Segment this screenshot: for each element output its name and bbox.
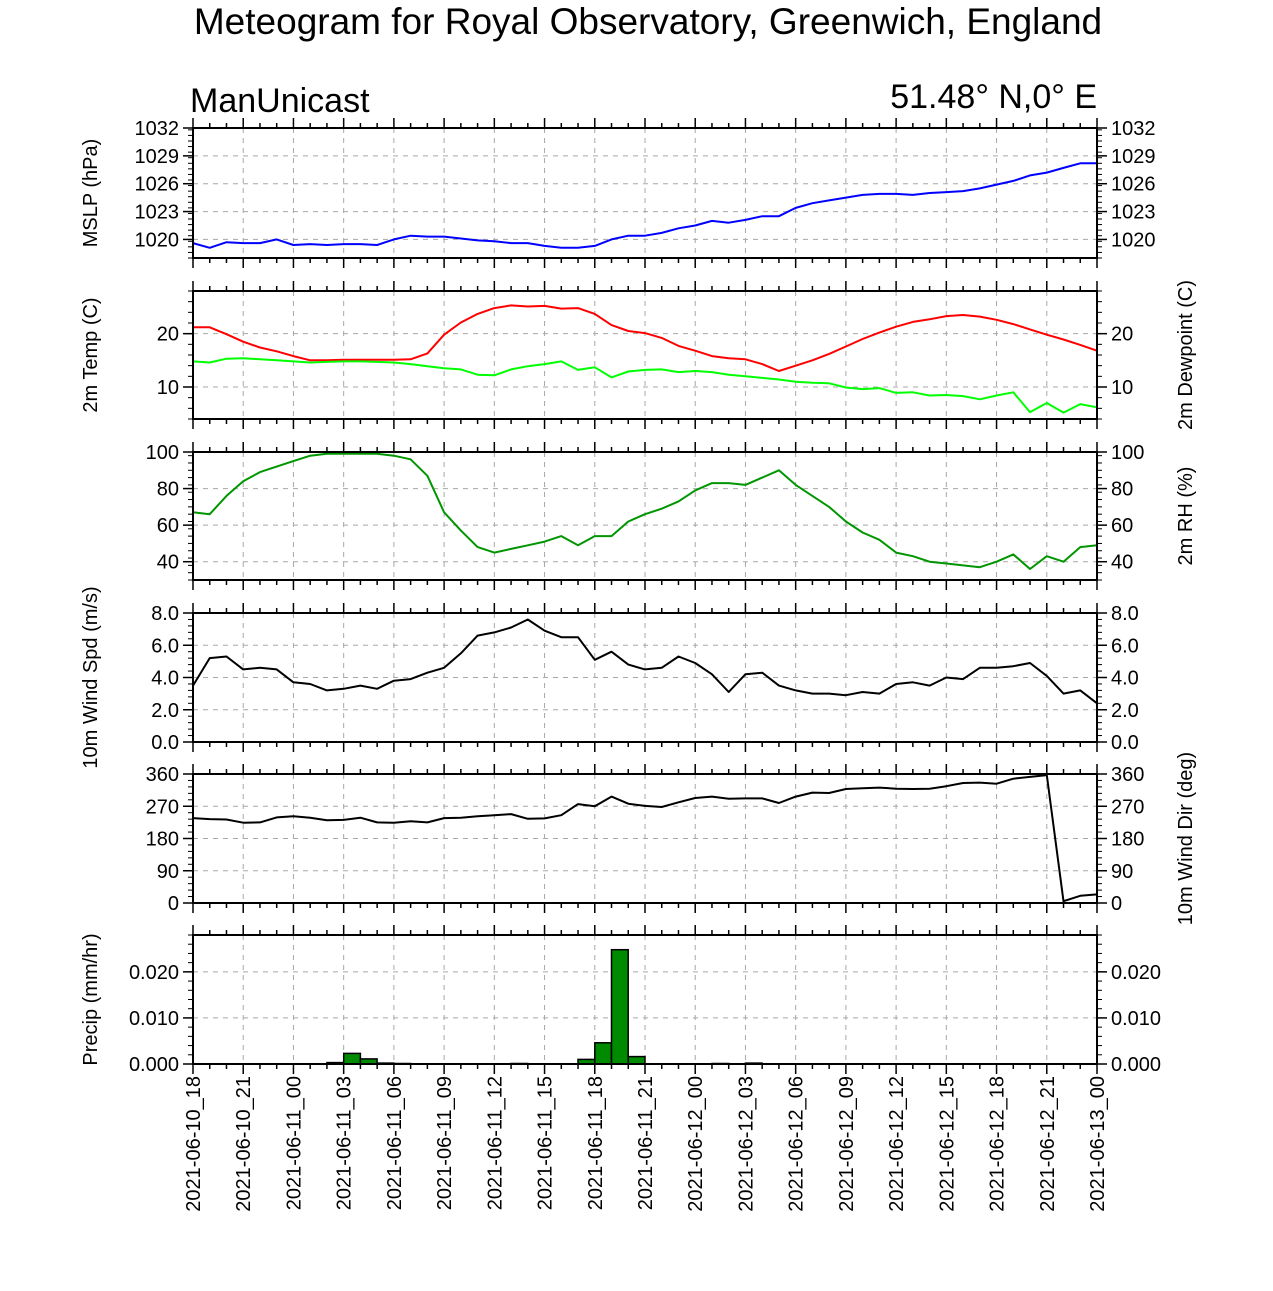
series-line-wind [192, 618, 1098, 705]
y-tick-label: 80 [157, 479, 179, 501]
y-tick-label-right: 60 [1111, 515, 1133, 537]
x-tick-label: 2021-06-13_00 [1087, 1076, 1109, 1212]
model-label: ManUnicast [190, 82, 370, 120]
panel-3: 0.0 0.0 2.0 2.0 4.0 4.0 6.0 6.0 8.0 8.0 10m Wind S… [80, 586, 1139, 768]
y-axis-label-right: 2m Dewpoint (C) [1175, 280, 1197, 430]
x-tick-label: 2021-06-12_06 [786, 1076, 808, 1212]
y-tick-label: 180 [146, 829, 179, 851]
y-tick-label: 20 [157, 324, 179, 346]
x-axis: 2021-06-10_18 2021-06-10_21 2021-06-11_00 2… [183, 1076, 1109, 1212]
y-tick-label-right: 1023 [1111, 202, 1156, 224]
y-tick-label-right: 360 [1111, 764, 1144, 786]
y-tick-label: 1023 [135, 202, 180, 224]
y-tick-label-right: 90 [1111, 861, 1133, 883]
x-tick-label: 2021-06-11_15 [535, 1076, 557, 1210]
y-tick-label: 4.0 [151, 668, 179, 690]
y-tick-label: 0.0 [151, 732, 179, 754]
y-tick-label: 90 [157, 861, 179, 883]
y-tick-label-right: 20 [1111, 324, 1133, 346]
x-tick-label: 2021-06-12_21 [1037, 1076, 1059, 1212]
x-tick-label: 2021-06-10_18 [183, 1076, 205, 1212]
y-tick-label-right: 0.020 [1111, 962, 1161, 984]
y-axis-label-right: 2m RH (%) [1175, 467, 1197, 566]
x-tick-label: 2021-06-12_15 [936, 1076, 958, 1212]
y-tick-label: 360 [146, 764, 179, 786]
y-tick-label: 0.010 [129, 1008, 179, 1030]
panel-2: 40 40 60 60 80 80 100 100 2m RH (%) [146, 442, 1197, 590]
x-tick-label: 2021-06-11_06 [384, 1076, 406, 1210]
y-tick-label-right: 1020 [1111, 229, 1156, 251]
x-tick-label: 2021-06-12_12 [886, 1076, 908, 1212]
y-axis-label-left: MSLP (hPa) [80, 139, 102, 248]
y-tick-label: 1029 [135, 146, 180, 168]
x-tick-label: 2021-06-12_03 [735, 1076, 757, 1212]
y-tick-label-right: 180 [1111, 829, 1144, 851]
y-tick-label-right: 1029 [1111, 146, 1156, 168]
panel-0: 1020 1020 1023 1023 1026 1026 1029 1029 1032 1032… [80, 118, 1156, 268]
y-tick-label: 10 [157, 377, 179, 399]
y-tick-label: 100 [146, 442, 179, 464]
y-tick-label-right: 0.010 [1111, 1008, 1161, 1030]
y-axis-label-left: 10m Wind Spd (m/s) [80, 586, 102, 768]
series-line-temp [193, 304, 1098, 372]
x-tick-label: 2021-06-11_18 [585, 1076, 607, 1210]
y-tick-label-right: 40 [1111, 552, 1133, 574]
x-tick-label: 2021-06-12_18 [987, 1076, 1009, 1212]
x-tick-label: 2021-06-11_09 [434, 1076, 456, 1210]
y-tick-label: 2.0 [151, 700, 179, 722]
y-tick-label-right: 1032 [1111, 118, 1156, 140]
x-tick-label: 2021-06-12_09 [836, 1076, 858, 1212]
y-tick-label-right: 0.0 [1111, 732, 1139, 754]
y-axis-label-left: 2m Temp (C) [80, 297, 102, 412]
y-tick-label-right: 0.000 [1111, 1054, 1161, 1076]
y-tick-label: 270 [146, 796, 179, 818]
precip-bar [627, 1055, 646, 1065]
x-tick-label: 2021-06-11_21 [635, 1076, 657, 1210]
figure-title: Meteogram for Royal Observatory, Greenwi… [194, 1, 1102, 42]
y-tick-label-right: 4.0 [1111, 668, 1139, 690]
y-axis-label-right: 10m Wind Dir (deg) [1175, 752, 1197, 925]
x-tick-label: 2021-06-12_00 [685, 1076, 707, 1212]
x-tick-label: 2021-06-10_21 [233, 1076, 255, 1212]
y-tick-label-right: 1026 [1111, 174, 1156, 196]
y-tick-label: 0.020 [129, 962, 179, 984]
y-tick-label: 0 [168, 893, 179, 915]
series-line-wind [192, 774, 1098, 903]
y-tick-label: 8.0 [151, 603, 179, 625]
y-tick-label-right: 6.0 [1111, 635, 1139, 657]
location-label: 51.48° N,0° E [890, 78, 1097, 116]
x-tick-label: 2021-06-11_03 [334, 1076, 356, 1210]
precip-bar [610, 948, 629, 1065]
y-tick-label-right: 0 [1111, 893, 1122, 915]
series-line-dewpoint [192, 357, 1098, 414]
panel-1: 10 10 20 20 2m Temp (C) 2m Dewpoint (C) [80, 280, 1197, 430]
y-tick-label-right: 2.0 [1111, 700, 1139, 722]
y-tick-label-right: 270 [1111, 796, 1144, 818]
y-axis-label-left: Precip (mm/hr) [80, 933, 102, 1065]
y-tick-label: 40 [157, 552, 179, 574]
y-tick-label: 1020 [135, 229, 180, 251]
y-tick-label: 0.000 [129, 1054, 179, 1076]
y-tick-label-right: 10 [1111, 377, 1133, 399]
series-line-mslp [192, 162, 1097, 249]
x-tick-label: 2021-06-11_00 [283, 1076, 305, 1210]
y-tick-label: 6.0 [151, 635, 179, 657]
y-tick-label-right: 80 [1111, 479, 1133, 501]
panel-4: 0 0 90 90 180 180 270 270 360 360 10m Wind Dir (de… [146, 752, 1197, 925]
x-tick-label: 2021-06-11_12 [484, 1076, 506, 1210]
y-tick-label: 1032 [135, 118, 180, 140]
series-line-rh [192, 452, 1098, 570]
precip-bar [342, 1052, 362, 1065]
y-tick-label: 60 [157, 515, 179, 537]
precip-bar [594, 1042, 613, 1065]
y-tick-label: 1026 [135, 174, 180, 196]
y-tick-label-right: 100 [1111, 442, 1144, 464]
panel-5: 0.000 0.000 0.010 0.010 0.020 0.020 Precip (mm… [80, 925, 1161, 1076]
y-tick-label-right: 8.0 [1111, 603, 1139, 625]
